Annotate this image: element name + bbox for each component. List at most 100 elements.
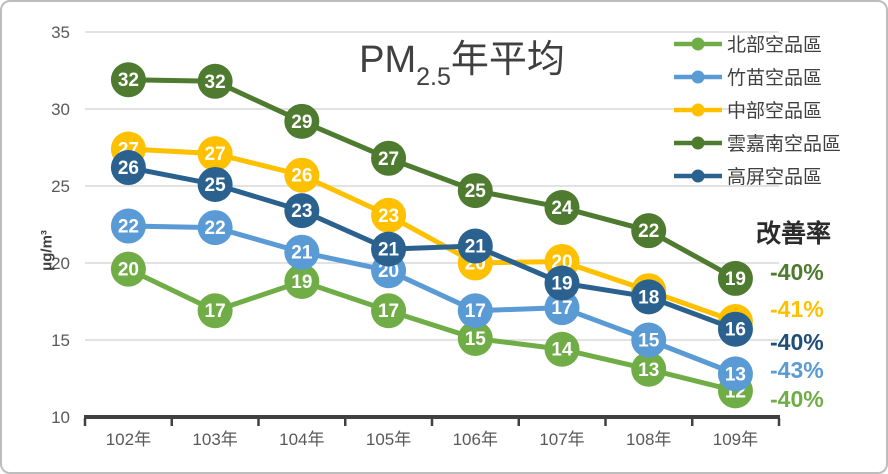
- x-axis: 102年 103年 104年 105年 106年 107年 108年 109年: [83, 415, 781, 449]
- data-point-north: [631, 351, 667, 387]
- improvement-rate-header: 改善率: [756, 220, 832, 248]
- legend-marker-icon: [674, 37, 722, 50]
- y-tick-label: 35: [51, 23, 70, 42]
- legend-label: 北部空品區: [727, 35, 823, 56]
- data-label-kaoping: 16: [725, 320, 746, 341]
- data-point-yunjianan: [371, 140, 407, 176]
- legend-label: 雲嘉南空品區: [727, 134, 842, 155]
- chart-legend: 北部空品區 竹苗空品區 中部空品區 雲嘉南空品區 高屏空品區: [673, 27, 841, 192]
- data-label-yunjianan: 32: [205, 72, 226, 93]
- data-label-kaoping: 26: [118, 158, 139, 179]
- y-axis-tick-labels: 10 15 20 25 30 35: [51, 23, 70, 427]
- data-label-zhumiao: 17: [551, 298, 572, 319]
- chart-title: PM2.5年平均: [297, 28, 627, 89]
- data-label-north: 17: [205, 301, 226, 322]
- improvement-label-north: -40%: [770, 386, 824, 412]
- y-tick-label: 15: [51, 331, 70, 350]
- data-label-yunjianan: 29: [291, 112, 312, 133]
- data-point-zhumiao: [197, 210, 233, 246]
- data-label-north: 20: [118, 260, 139, 281]
- y-tick-label: 20: [51, 254, 70, 273]
- data-point-yunjianan: [197, 63, 233, 99]
- data-point-kaoping: [631, 279, 667, 315]
- legend-marker-icon: [674, 169, 722, 182]
- data-point-yunjianan: [457, 173, 493, 209]
- improvement-label-yunjianan: -40%: [770, 259, 824, 285]
- data-label-zhumiao: 17: [465, 301, 486, 322]
- data-label-yunjianan: 27: [378, 149, 399, 170]
- series-kaoping: 26 25 23 21 21 19 18 16: [110, 150, 753, 347]
- data-point-zhumiao: [284, 234, 320, 270]
- title-suffix: 年平均: [450, 39, 565, 81]
- data-point-kaoping: [110, 150, 146, 186]
- data-point-kaoping: [717, 311, 753, 347]
- x-tick-label: 106年: [453, 430, 498, 449]
- x-tick-label: 105年: [366, 430, 411, 449]
- data-label-zhumiao: 13: [725, 364, 746, 385]
- data-point-central: [197, 136, 233, 172]
- legend-label: 中部空品區: [727, 101, 823, 122]
- y-tick-label: 30: [51, 100, 70, 119]
- data-label-zhumiao: 15: [638, 331, 660, 352]
- data-point-yunjianan: [110, 62, 146, 98]
- data-point-zhumiao: [544, 290, 580, 326]
- data-point-north: [457, 320, 493, 356]
- data-label-yunjianan: 25: [465, 181, 487, 202]
- data-point-central: [371, 197, 407, 233]
- legend-label: 高屏空品區: [727, 167, 823, 188]
- improvement-label-central: -41%: [770, 296, 824, 322]
- data-point-kaoping: [197, 166, 233, 202]
- data-point-yunjianan: [631, 213, 667, 249]
- data-label-north: 17: [378, 301, 399, 322]
- data-label-zhumiao: 22: [118, 217, 139, 238]
- data-point-kaoping: [371, 231, 407, 267]
- data-label-central: 26: [291, 166, 312, 187]
- data-point-north: [197, 293, 233, 329]
- title-subscript: 2.5: [416, 62, 451, 91]
- legend-marker-icon: [674, 103, 722, 116]
- data-point-kaoping: [284, 193, 320, 229]
- data-label-central: 27: [205, 144, 226, 165]
- improvement-label-zhumiao: -43%: [770, 357, 824, 383]
- data-point-north: [371, 293, 407, 329]
- data-label-north: 15: [465, 329, 487, 350]
- legend-item-north: 北部空品區: [673, 27, 841, 60]
- legend-marker-icon: [674, 70, 722, 83]
- data-label-yunjianan: 22: [638, 221, 659, 242]
- data-label-kaoping: 21: [465, 237, 487, 258]
- data-point-north: [284, 263, 320, 299]
- legend-item-kaoping: 高屏空品區: [673, 159, 841, 192]
- data-label-zhumiao: 22: [205, 218, 226, 239]
- x-tick-label: 108年: [626, 430, 671, 449]
- data-point-zhumiao: [457, 293, 493, 329]
- data-label-yunjianan: 24: [551, 198, 573, 219]
- data-label-kaoping: 23: [291, 201, 312, 222]
- title-prefix: PM: [359, 39, 417, 81]
- data-label-kaoping: 21: [378, 240, 400, 261]
- data-point-yunjianan: [284, 103, 320, 139]
- data-label-zhumiao: 20: [378, 261, 399, 282]
- data-label-kaoping: 25: [205, 175, 227, 196]
- data-point-kaoping: [544, 265, 580, 301]
- data-label-north: 13: [638, 360, 659, 381]
- data-point-yunjianan: [544, 190, 580, 226]
- data-label-zhumiao: 21: [291, 243, 313, 264]
- data-point-central: [284, 157, 320, 193]
- data-label-kaoping: 18: [638, 287, 659, 308]
- legend-item-central: 中部空品區: [673, 93, 841, 126]
- data-point-north: [110, 251, 146, 287]
- data-point-north: [544, 331, 580, 367]
- data-label-yunjianan: 19: [725, 269, 746, 290]
- x-tick-label: 102年: [106, 430, 151, 449]
- x-tick-label: 107年: [539, 430, 584, 449]
- x-tick-label: 109年: [713, 430, 758, 449]
- y-tick-label: 25: [51, 177, 70, 196]
- y-tick-label: 10: [51, 408, 70, 427]
- data-label-central: 23: [378, 206, 399, 227]
- data-label-north: 14: [551, 340, 573, 361]
- data-label-yunjianan: 32: [118, 70, 139, 91]
